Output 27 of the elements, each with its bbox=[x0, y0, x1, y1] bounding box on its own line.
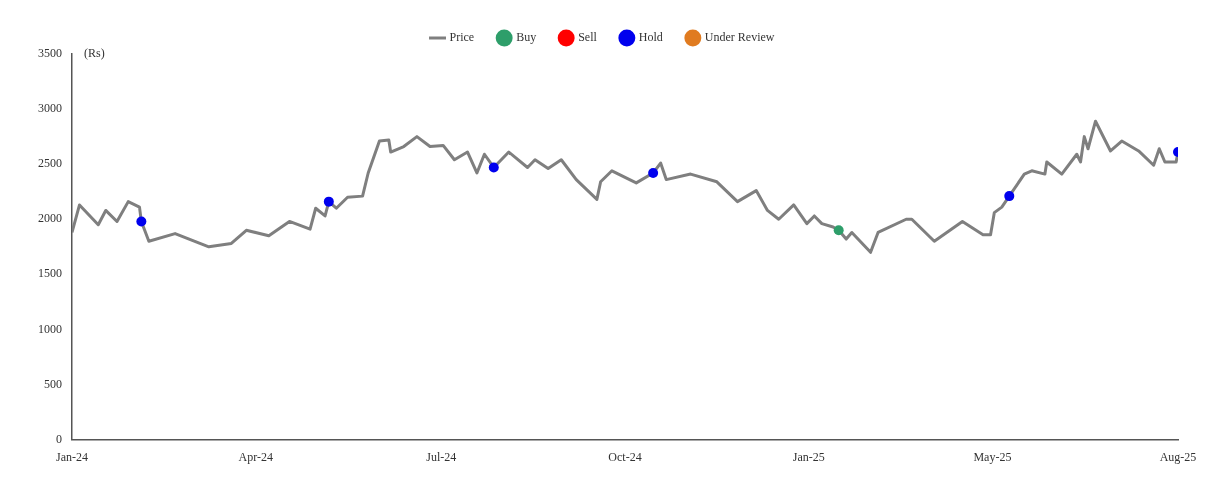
legend-label: Buy bbox=[516, 30, 537, 45]
x-tick-label: Apr-24 bbox=[238, 449, 273, 464]
y-tick-label: 2000 bbox=[38, 211, 62, 226]
point bbox=[833, 225, 844, 236]
point bbox=[648, 167, 659, 178]
x-tick-label: Aug-25 bbox=[1159, 449, 1197, 464]
x-tick-label: May-25 bbox=[973, 449, 1012, 464]
point bbox=[136, 216, 147, 227]
y-tick-label: 1500 bbox=[38, 266, 62, 281]
x-tick-label: Jan-24 bbox=[56, 449, 88, 464]
y-tick-label: 1000 bbox=[38, 321, 62, 336]
y-tick-label: 500 bbox=[44, 376, 62, 391]
legend-label: Hold bbox=[638, 30, 663, 45]
y-tick-label: 3500 bbox=[38, 46, 62, 61]
y-tick-label: 0 bbox=[56, 431, 62, 446]
legend-label: Under Review bbox=[704, 30, 775, 45]
y-axis-title: (Rs) bbox=[84, 46, 105, 61]
y-tick-label: 3000 bbox=[38, 101, 62, 116]
legend-label: Sell bbox=[578, 30, 598, 45]
y-tick-label: 2500 bbox=[38, 156, 62, 171]
legend-label: Price bbox=[449, 30, 475, 45]
point bbox=[488, 162, 499, 173]
x-tick-label: Oct-24 bbox=[608, 449, 642, 464]
point bbox=[1004, 191, 1015, 202]
x-tick-label: Jan-25 bbox=[792, 449, 825, 464]
point bbox=[323, 196, 334, 207]
x-tick-label: Jul-24 bbox=[426, 449, 457, 464]
